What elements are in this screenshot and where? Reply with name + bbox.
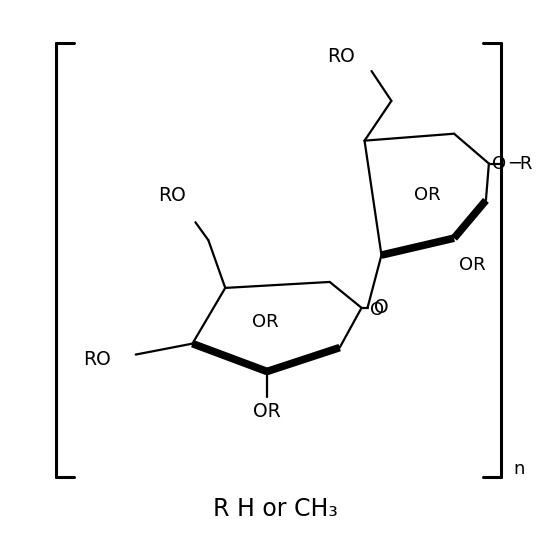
Text: ─R: ─R	[509, 154, 532, 172]
Text: n: n	[514, 460, 525, 478]
Text: R H or CH₃: R H or CH₃	[212, 497, 338, 521]
Text: RO: RO	[327, 47, 355, 66]
Text: OR: OR	[459, 256, 486, 274]
Text: RO: RO	[158, 186, 185, 205]
Text: O: O	[492, 154, 506, 172]
Text: RO: RO	[83, 350, 111, 369]
Text: OR: OR	[252, 313, 279, 331]
Text: O: O	[370, 301, 384, 319]
Text: OR: OR	[414, 186, 441, 204]
Text: OR: OR	[253, 402, 281, 421]
Text: O: O	[375, 298, 389, 317]
